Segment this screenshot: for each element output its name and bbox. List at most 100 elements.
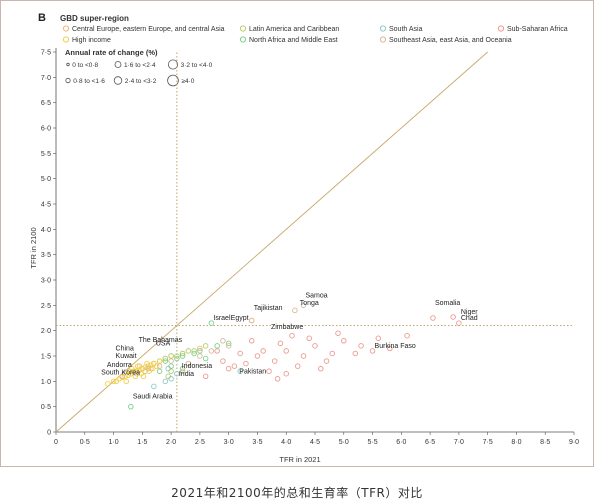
point-label: Andorra — [107, 362, 132, 369]
point-label: Samoa — [305, 292, 327, 299]
legend-swatch-southeast_asia — [379, 36, 387, 43]
x-tick-label: 2·5 — [195, 439, 205, 446]
data-point — [144, 360, 150, 367]
data-point — [312, 343, 318, 349]
data-point — [123, 378, 129, 385]
data-point — [375, 335, 382, 342]
point-label: China — [116, 345, 134, 352]
data-point — [156, 358, 163, 364]
data-point — [430, 315, 436, 321]
point-label: Tonga — [300, 300, 319, 307]
legend-swatch-south_asia — [379, 25, 387, 32]
legend-swatch-central_europe — [62, 25, 70, 32]
data-point — [145, 365, 151, 372]
legend-label-high_income: High income — [72, 37, 111, 44]
data-point — [179, 353, 186, 359]
data-point — [220, 358, 226, 364]
data-point — [105, 381, 111, 387]
data-point — [369, 348, 376, 354]
y-tick-label: 5·5 — [41, 151, 51, 158]
legend-rates: 0 to <0·8 1·6 to <2·4 3·2 to <4·0 0·8 to <1… — [65, 59, 213, 87]
data-point — [214, 343, 220, 349]
diagonal-line — [55, 51, 488, 433]
data-point — [140, 373, 147, 380]
x-tick-label: 0·5 — [80, 439, 90, 446]
data-point — [128, 370, 134, 377]
x-axis-label: TFR in 2021 — [279, 455, 320, 464]
y-tick-label: 0 — [47, 430, 51, 437]
data-point — [162, 355, 169, 362]
data-point — [202, 343, 209, 349]
x-tick-label: 7·5 — [483, 439, 493, 446]
data-point — [300, 302, 307, 309]
data-point — [128, 403, 134, 410]
data-point — [300, 353, 307, 359]
x-tick-label: 3·5 — [252, 439, 262, 446]
data-point — [132, 373, 139, 380]
y-tick-label: 7·0 — [41, 75, 51, 82]
legend-rate-label: 0·8 to <1·6 — [73, 78, 105, 85]
x-tick-label: 6·5 — [425, 439, 435, 446]
data-point — [450, 314, 456, 320]
y-tick-label: 1·0 — [41, 379, 51, 386]
data-point — [456, 320, 462, 326]
data-point — [156, 368, 163, 374]
data-point — [185, 360, 192, 367]
legend-rate-label: 1·6 to <2·4 — [124, 62, 156, 69]
y-tick-label: 1·5 — [41, 354, 51, 361]
x-tick-label: 0 — [54, 439, 58, 446]
data-point — [174, 355, 180, 362]
point-label: Niger — [461, 309, 478, 316]
legend-rate-label: 3·2 to <4·0 — [181, 62, 213, 69]
data-point — [329, 350, 336, 357]
x-tick-label: 1·0 — [108, 439, 118, 446]
x-tick-label: 4·0 — [281, 439, 291, 446]
data-point — [358, 343, 364, 349]
data-point — [243, 360, 249, 367]
legend-label-central_europe: Central Europe, eastern Europe, and cent… — [72, 26, 225, 33]
data-point — [352, 350, 359, 357]
legend-rate-circle — [113, 76, 123, 85]
data-point — [156, 363, 163, 369]
data-point — [404, 332, 410, 339]
legend-swatch-north_africa — [239, 36, 247, 43]
legend-swatch-latin_america — [239, 25, 247, 32]
data-point — [335, 330, 341, 336]
legend-rate-circle — [167, 59, 178, 70]
point-label: South Korea — [101, 369, 140, 376]
legend-label-subsaharan_africa: Sub-Saharan Africa — [507, 26, 568, 33]
legend-label-south_asia: South Asia — [389, 26, 423, 33]
data-point — [139, 365, 146, 372]
x-tick-label: 5·0 — [339, 439, 349, 446]
point-label: Kuwait — [116, 353, 137, 360]
data-point — [231, 363, 238, 369]
data-point — [202, 373, 209, 380]
data-point — [225, 343, 232, 349]
x-tick-label: 4·5 — [310, 439, 320, 446]
data-point — [133, 368, 140, 374]
x-tick-label: 8·5 — [540, 439, 550, 446]
point-label: Israel — [213, 315, 231, 322]
data-point — [179, 350, 186, 357]
data-point — [248, 317, 255, 324]
data-point — [197, 348, 203, 354]
point-label: Zimbabwe — [271, 324, 303, 331]
data-point — [283, 348, 289, 354]
x-tick-label: 2·0 — [166, 439, 176, 446]
data-point — [174, 353, 180, 359]
y-tick-label: 4·0 — [41, 227, 51, 234]
data-point — [151, 383, 157, 390]
data-point — [168, 358, 174, 364]
data-point — [197, 345, 203, 352]
data-point — [202, 355, 209, 362]
point-label: Tajikistan — [254, 305, 283, 312]
panel-border — [0, 0, 594, 467]
x-tick-label: 5·5 — [367, 439, 377, 446]
data-point — [323, 358, 330, 364]
data-point — [266, 368, 272, 374]
figure-caption: 2021年和2100年的总和生育率（TFR）对比 — [171, 486, 423, 500]
data-point — [197, 353, 203, 359]
y-tick-label: 6·5 — [41, 100, 51, 107]
data-point — [174, 370, 180, 377]
point-label: Egypt — [231, 315, 249, 322]
